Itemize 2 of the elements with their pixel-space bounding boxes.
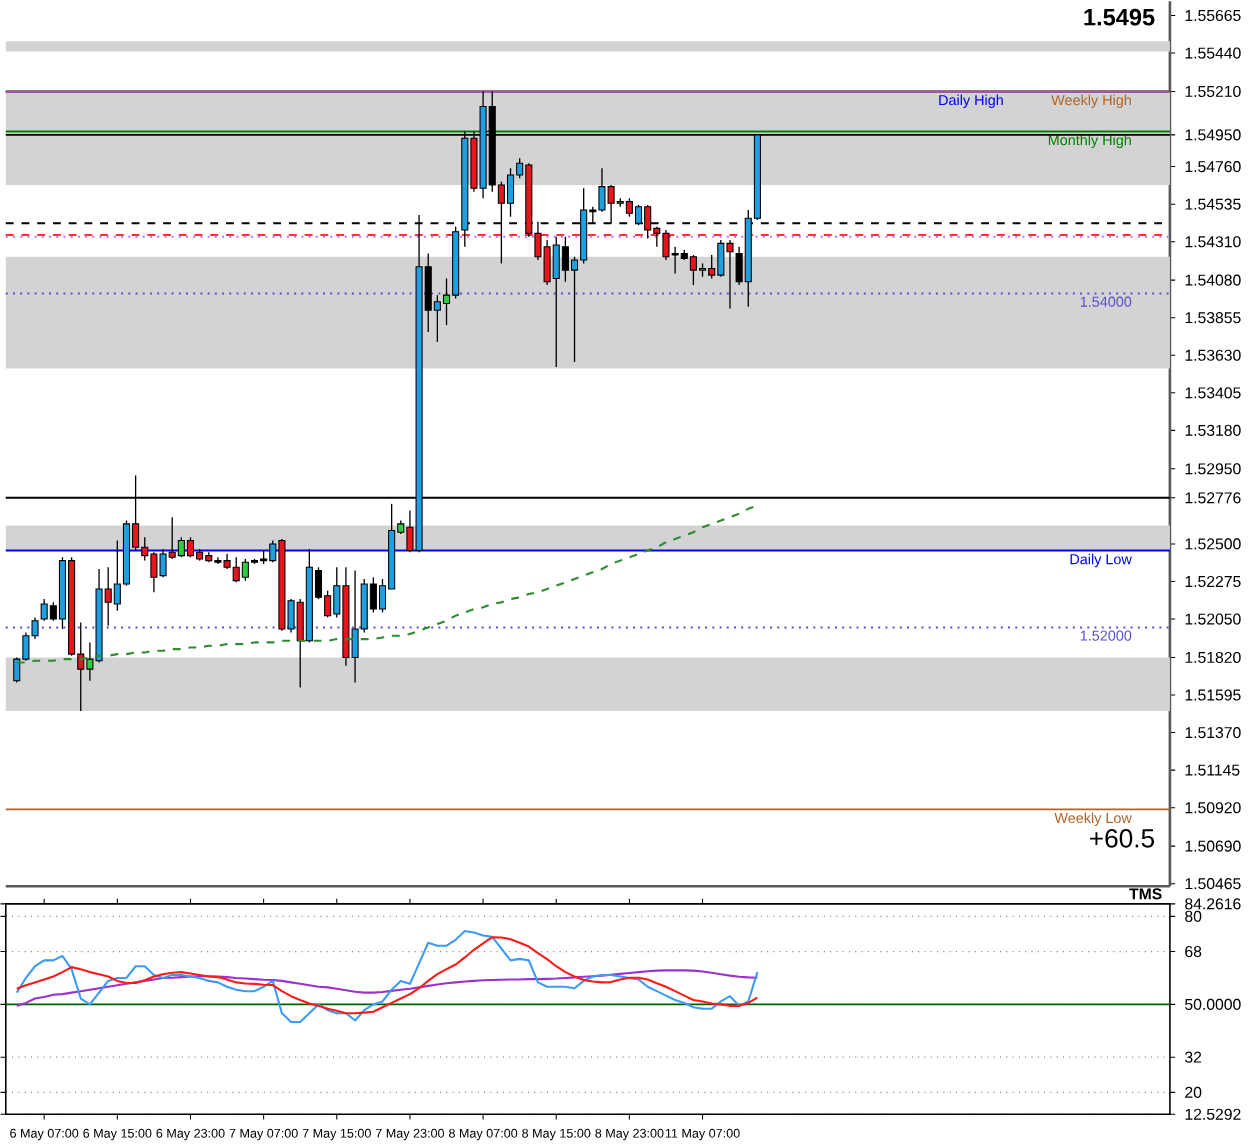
text: 1.5495 xyxy=(1084,8,1155,26)
text: +60.5 xyxy=(1090,828,1155,848)
